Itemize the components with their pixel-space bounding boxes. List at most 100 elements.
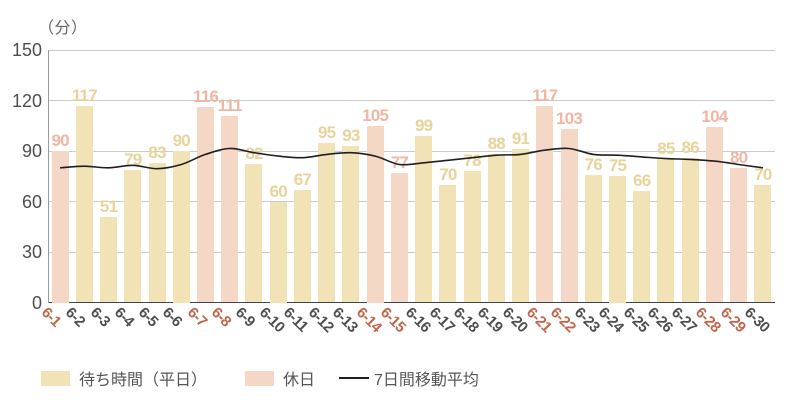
bar-value-label: 116: [193, 87, 219, 107]
gridline: [48, 100, 775, 101]
legend-average-label: 7日間移動平均: [374, 372, 479, 389]
x-tick-label: 6-1: [38, 304, 65, 331]
y-axis-line: [48, 50, 49, 303]
legend-item-holiday: 休日: [245, 366, 315, 390]
x-tick-label: 6-28: [692, 304, 725, 336]
bar-6-6: [172, 151, 190, 303]
y-tick-label: 90: [21, 141, 42, 161]
bar-value-label: 117: [71, 85, 98, 105]
x-tick-label: 6-7: [183, 304, 210, 331]
y-tick-label: 120: [11, 90, 42, 111]
x-axis-line: [48, 302, 775, 303]
bar-value-label: 78: [463, 151, 481, 171]
bar-value-label: 66: [633, 171, 651, 191]
bar-value-label: 83: [148, 142, 166, 162]
bar-6-2: [75, 105, 93, 303]
bar-value-label: 80: [729, 147, 748, 167]
y-tick-label: 150: [11, 40, 42, 60]
y-axis-unit-label: （分）: [38, 20, 88, 37]
bar-6-16: [415, 135, 433, 303]
x-tick-label: 6-4: [110, 304, 138, 331]
gridline: [48, 251, 775, 253]
x-tick-label: 6-21: [522, 304, 555, 336]
bar-value-label: 90: [51, 131, 69, 150]
x-tick-label: 6-29: [716, 304, 749, 336]
bar-6-10: [269, 201, 287, 303]
bar-value-label: 70: [754, 164, 772, 184]
bar-value-label: 85: [657, 139, 675, 159]
bar-6-8: [221, 115, 239, 303]
bar-6-3: [100, 216, 118, 303]
bar-value-label: 51: [99, 196, 118, 216]
bar-6-1: [51, 151, 69, 303]
x-tick-label: 6-2: [62, 304, 89, 331]
bar-6-7: [197, 107, 215, 303]
bar-value-label: 70: [439, 164, 457, 184]
bar-value-label: 95: [318, 122, 336, 142]
legend: 待ち時間（平日） 休日 7日間移動平均: [0, 366, 800, 390]
bar-value-label: 105: [362, 105, 389, 125]
bar-6-21: [536, 105, 554, 303]
bar-value-label: 82: [245, 144, 263, 164]
x-tick-label: 6-16: [401, 304, 434, 336]
x-tick-label: 6-12: [304, 304, 337, 336]
legend-item-average: 7日間移動平均: [339, 366, 479, 390]
bar-6-4: [124, 169, 142, 303]
bar-6-17: [439, 184, 457, 303]
bar-6-18: [463, 171, 481, 303]
bar-6-29: [730, 167, 748, 303]
bar-value-label: 88: [487, 134, 506, 154]
x-tick-label: 6-15: [377, 304, 410, 336]
bar-6-20: [512, 149, 530, 303]
bar-6-9: [245, 164, 263, 303]
bar-value-label: 104: [701, 107, 728, 127]
bar-value-label: 67: [293, 169, 312, 189]
bar-6-13: [342, 145, 360, 303]
x-tick-label: 6-3: [86, 304, 113, 331]
legend-weekday-label: 待ち時間（平日）: [79, 372, 208, 389]
y-tick-label: 60: [21, 191, 42, 212]
holiday-swatch: [245, 370, 274, 386]
y-tick-label: 30: [21, 242, 42, 262]
bar-6-22: [560, 129, 578, 303]
bar-value-label: 90: [172, 131, 191, 150]
bar-value-label: 117: [532, 85, 558, 105]
bar-value-label: 60: [269, 181, 288, 201]
bar-6-27: [681, 157, 699, 303]
x-tick-label: 6-5: [135, 304, 162, 331]
gridline: [48, 49, 775, 51]
bar-6-12: [318, 142, 336, 303]
bar-value-label: 103: [556, 109, 583, 129]
legend-holiday-label: 休日: [283, 372, 316, 389]
x-tick-label: 6-11: [280, 304, 312, 336]
x-tick-label: 6-30: [740, 304, 773, 336]
bar-6-25: [633, 191, 651, 303]
bar-6-11: [293, 189, 311, 303]
bar-6-19: [487, 154, 505, 303]
bar-6-15: [390, 172, 408, 303]
bar-6-24: [608, 176, 626, 303]
x-tick-label: 6-24: [595, 304, 628, 336]
average-line-swatch: [339, 377, 369, 379]
bar-6-30: [754, 184, 772, 303]
bar-value-label: 99: [414, 115, 433, 135]
bar-6-14: [366, 125, 384, 303]
bar-6-28: [705, 127, 723, 303]
x-tick-label: 6-20: [498, 304, 531, 336]
gridline: [48, 201, 775, 202]
bar-value-label: 79: [124, 149, 142, 169]
bar-value-label: 75: [608, 156, 627, 176]
bar-value-label: 91: [511, 129, 530, 149]
bar-value-label: 93: [342, 125, 360, 145]
x-tick-label: 6-8: [207, 304, 235, 331]
y-tick-label: 0: [31, 292, 42, 313]
bar-6-23: [584, 174, 602, 303]
bar-value-label: 76: [584, 154, 603, 174]
x-tick-label: 6-9: [231, 304, 259, 331]
bar-value-label: 77: [390, 152, 409, 172]
bar-value-label: 111: [217, 95, 243, 115]
bar-6-26: [657, 159, 675, 303]
legend-item-weekday: 待ち時間（平日）: [41, 366, 207, 390]
bar-6-5: [148, 162, 166, 303]
